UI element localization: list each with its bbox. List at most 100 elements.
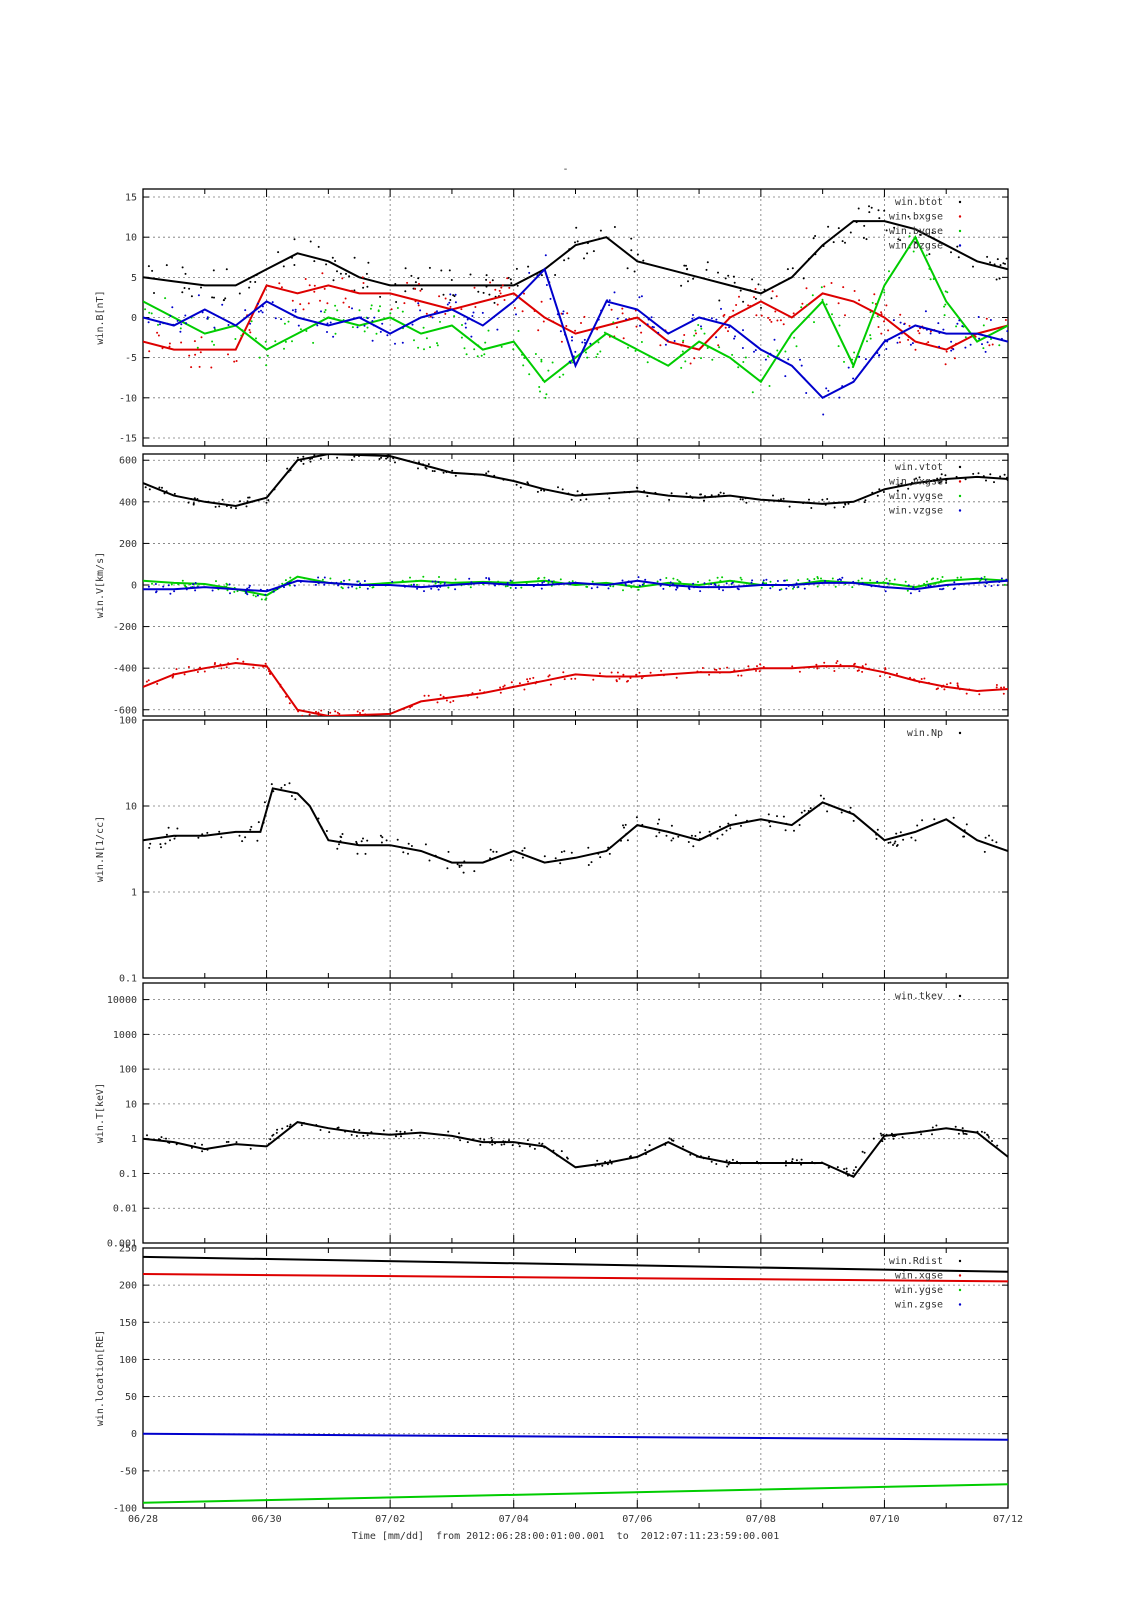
data-point bbox=[850, 361, 853, 364]
data-point bbox=[492, 850, 495, 853]
data-point bbox=[625, 832, 628, 835]
data-point bbox=[395, 1130, 398, 1133]
data-point bbox=[288, 782, 291, 785]
data-point bbox=[610, 1162, 613, 1165]
data-point bbox=[503, 1143, 506, 1146]
data-point bbox=[518, 682, 521, 685]
data-point bbox=[557, 486, 559, 489]
data-point bbox=[499, 691, 502, 694]
data-point bbox=[289, 469, 292, 472]
y-tick-label: 400 bbox=[119, 497, 137, 508]
data-point bbox=[313, 290, 316, 293]
data-point bbox=[590, 861, 593, 864]
data-point bbox=[950, 347, 953, 349]
data-point bbox=[471, 315, 474, 317]
data-point bbox=[481, 311, 484, 314]
data-point bbox=[858, 355, 861, 358]
data-point bbox=[668, 1137, 671, 1140]
data-point bbox=[795, 345, 798, 348]
data-point bbox=[423, 590, 425, 593]
data-point bbox=[716, 576, 719, 579]
data-point bbox=[293, 264, 296, 266]
data-point bbox=[832, 241, 835, 244]
data-point bbox=[344, 297, 347, 300]
data-point bbox=[849, 231, 852, 234]
data-point bbox=[672, 577, 675, 580]
data-point bbox=[615, 679, 618, 682]
series-line bbox=[143, 787, 1008, 864]
data-point bbox=[858, 299, 861, 302]
data-point bbox=[610, 671, 613, 674]
legend-marker bbox=[958, 494, 962, 498]
data-point bbox=[940, 685, 943, 688]
data-point bbox=[740, 674, 743, 677]
data-point bbox=[944, 303, 947, 306]
data-point bbox=[344, 1130, 347, 1133]
y-tick-label: 1 bbox=[131, 1134, 137, 1145]
data-point bbox=[768, 318, 771, 321]
y-axis-label: win.N[1/cc] bbox=[95, 816, 106, 882]
data-point bbox=[600, 309, 603, 312]
data-point bbox=[742, 361, 745, 363]
data-point bbox=[958, 688, 961, 691]
data-point bbox=[810, 507, 813, 509]
data-point bbox=[778, 589, 781, 591]
data-point bbox=[921, 819, 924, 822]
data-point bbox=[523, 357, 526, 359]
data-point bbox=[434, 854, 437, 857]
data-point bbox=[356, 580, 359, 583]
data-point bbox=[1005, 257, 1008, 260]
data-point bbox=[488, 293, 491, 296]
data-point bbox=[485, 278, 488, 281]
data-point bbox=[636, 253, 639, 256]
data-point bbox=[337, 451, 339, 453]
data-point bbox=[640, 341, 643, 343]
data-point bbox=[378, 450, 380, 452]
data-point bbox=[309, 240, 312, 243]
data-point bbox=[896, 341, 899, 344]
data-point bbox=[561, 488, 564, 491]
data-point bbox=[423, 694, 426, 697]
data-point bbox=[746, 668, 749, 671]
series-win.ygse bbox=[143, 1483, 1008, 1504]
data-point bbox=[650, 316, 653, 319]
data-point bbox=[288, 702, 291, 705]
data-point bbox=[522, 364, 525, 367]
data-point bbox=[250, 320, 253, 323]
data-point bbox=[394, 461, 396, 464]
data-point bbox=[338, 712, 341, 715]
data-point bbox=[731, 581, 734, 584]
data-point bbox=[527, 265, 530, 268]
data-point bbox=[696, 670, 699, 673]
data-point bbox=[320, 310, 322, 313]
data-point bbox=[268, 670, 270, 673]
data-point bbox=[888, 579, 891, 582]
data-point bbox=[995, 684, 998, 686]
data-point bbox=[173, 492, 176, 495]
data-point bbox=[520, 586, 523, 589]
data-point bbox=[199, 666, 201, 669]
data-point bbox=[940, 480, 943, 483]
data-point bbox=[266, 354, 269, 357]
data-point bbox=[175, 1143, 178, 1146]
data-point bbox=[574, 677, 577, 680]
data-point bbox=[984, 836, 987, 839]
data-point bbox=[257, 821, 260, 824]
series-line bbox=[143, 284, 1008, 351]
data-point bbox=[825, 303, 828, 306]
data-point bbox=[340, 581, 343, 583]
data-point bbox=[225, 268, 228, 271]
data-point bbox=[969, 343, 972, 346]
data-point bbox=[721, 576, 724, 579]
data-point bbox=[159, 843, 162, 846]
data-point bbox=[753, 296, 755, 299]
data-point bbox=[323, 311, 326, 314]
data-point bbox=[842, 506, 845, 508]
data-point bbox=[596, 328, 599, 331]
data-point bbox=[297, 710, 300, 713]
data-point bbox=[988, 834, 990, 837]
data-point bbox=[193, 669, 196, 672]
legend-marker bbox=[958, 480, 962, 483]
data-point bbox=[437, 588, 440, 591]
data-point bbox=[438, 576, 440, 578]
